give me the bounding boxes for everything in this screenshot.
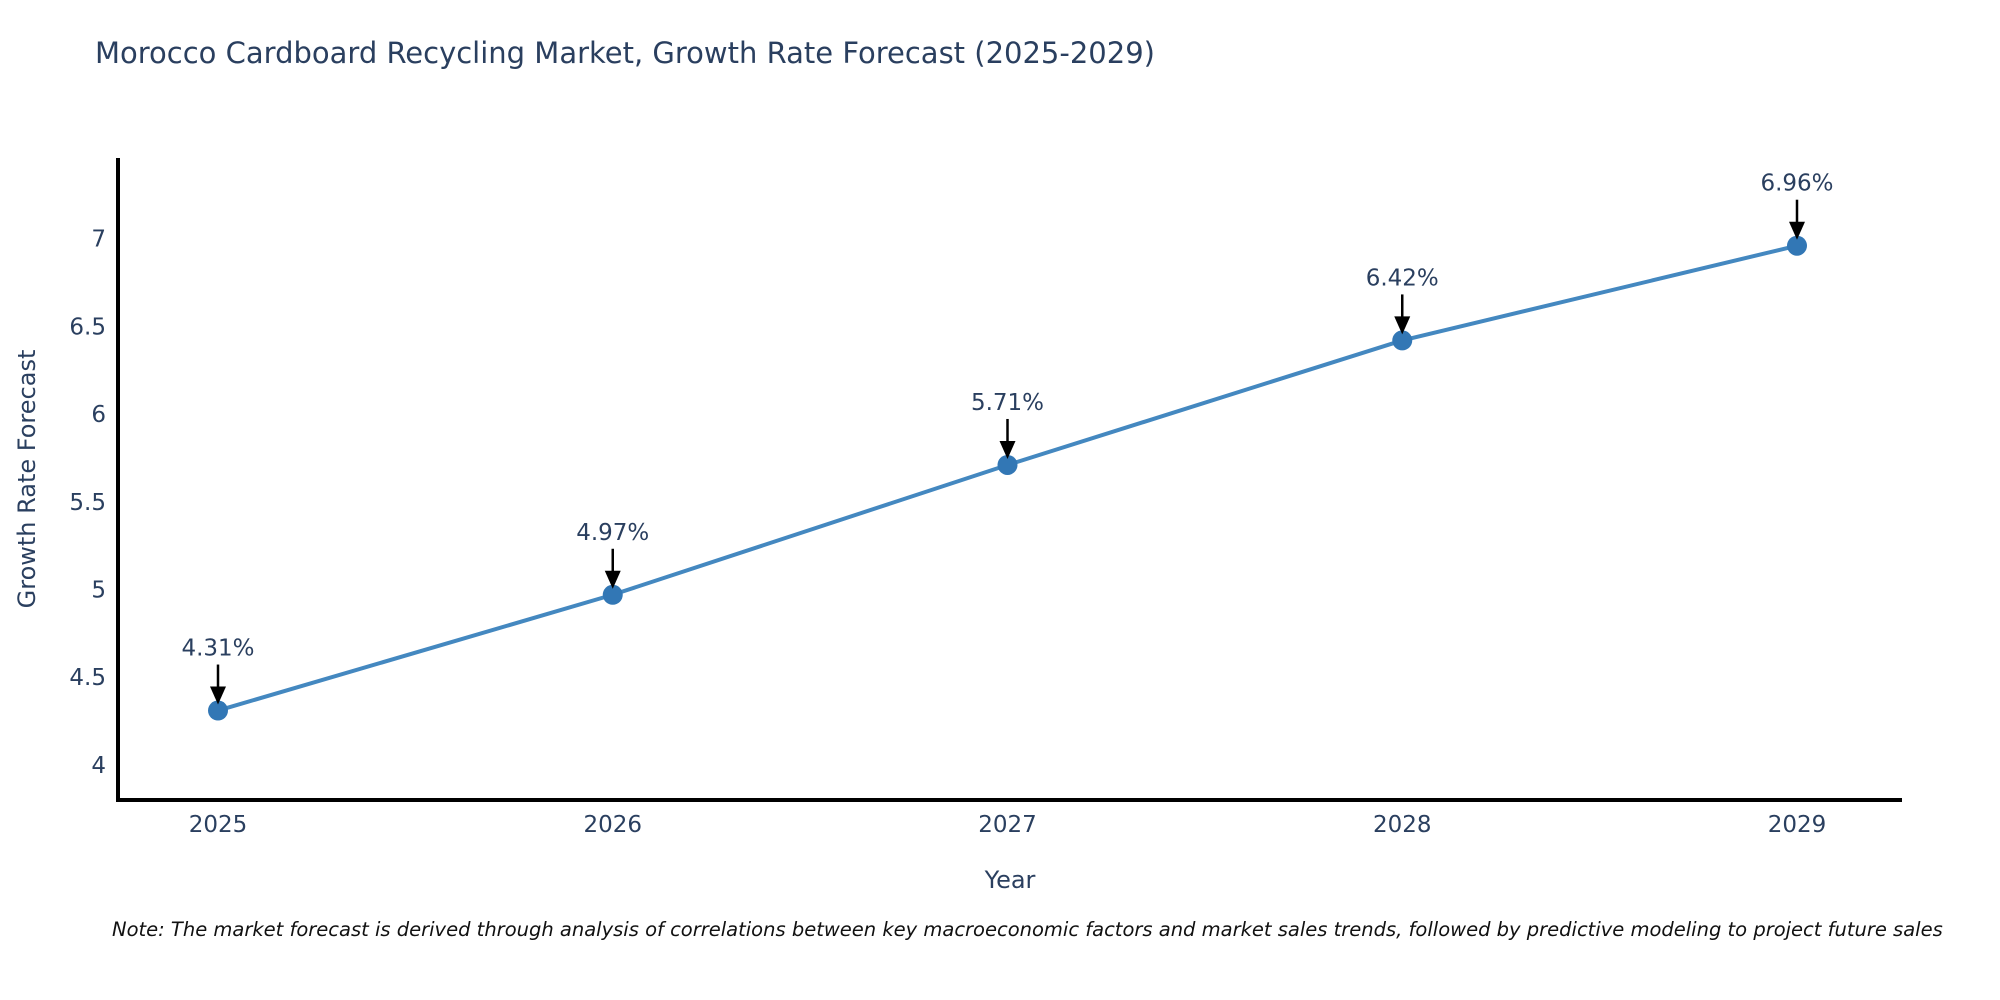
y-tick-label: 7 [91,227,106,253]
point-label: 6.42% [1366,265,1439,291]
y-tick-label: 5.5 [69,490,106,516]
data-point [997,454,1018,475]
annotation-arrowhead [1394,316,1411,335]
point-label: 6.96% [1760,171,1833,197]
chart-title: Morocco Cardboard Recycling Market, Grow… [95,36,1155,70]
y-axis-title: Growth Rate Forecast [13,350,41,609]
x-tick-label: 2027 [978,812,1037,838]
y-tick-label: 6.5 [69,314,106,340]
point-label: 4.97% [576,520,649,546]
x-tick-label: 2025 [189,812,248,838]
annotation-arrowhead [604,570,621,589]
annotation-arrowhead [210,686,226,705]
data-point [602,584,623,605]
footnote-text: Note: The market forecast is derived thr… [112,918,1943,941]
x-tick-label: 2029 [1768,812,1827,838]
data-line [216,243,1799,713]
point-label: 5.71% [971,390,1044,416]
y-tick-label: 4 [91,753,106,779]
y-tick-label: 4.5 [69,665,106,691]
x-axis-title: Year [984,866,1036,894]
point-label: 4.31% [181,636,254,662]
annotation-arrowhead [1789,221,1805,240]
data-point [1787,235,1807,256]
annotation-arrowhead [999,440,1016,459]
x-tick-label: 2028 [1373,812,1432,838]
y-tick-label: 6 [91,402,106,428]
data-point [208,700,228,721]
y-tick-label: 5 [91,578,106,604]
x-tick-label: 2026 [583,812,642,838]
data-point [1392,330,1413,351]
